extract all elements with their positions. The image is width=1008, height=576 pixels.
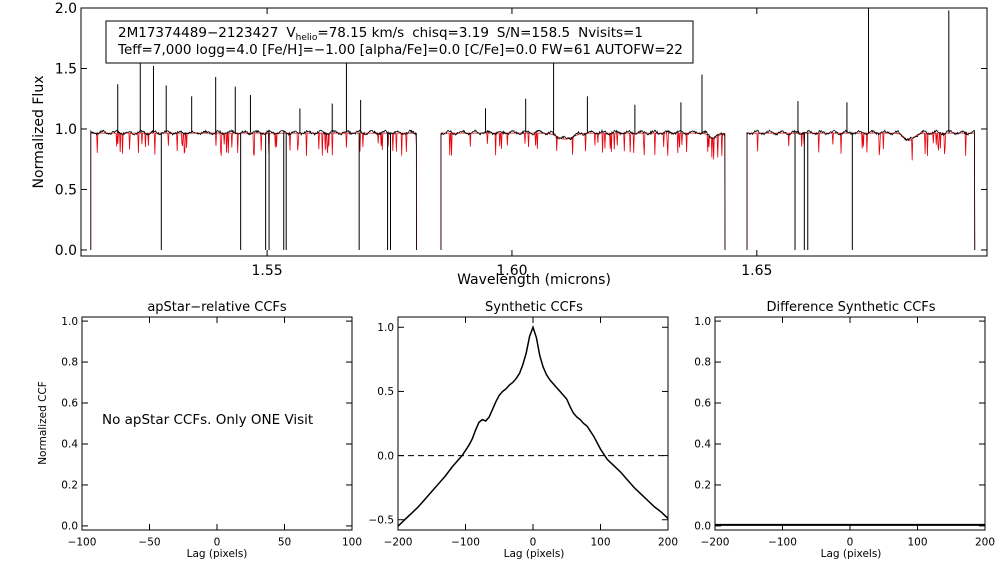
synthetic-ccf-x-tick-label-3: 100 <box>590 537 610 549</box>
synthetic-ccf-title: Synthetic CCFs <box>485 300 583 315</box>
apstar-ccf-x-tick-label-4: 100 <box>342 537 362 549</box>
difference-ccf-y-tick-label-4: 0.8 <box>694 357 711 369</box>
difference-ccf-plot-frame <box>714 316 986 531</box>
spectrum-x-axis-label: Wavelength (microns) <box>457 272 611 288</box>
apstar-ccf-x-tick-label-0: −100 <box>68 537 97 549</box>
difference-ccf-y-tick-label-2: 0.4 <box>694 439 711 451</box>
observed-spectrum-chip-2 <box>746 129 976 250</box>
apstar-ccf-title: apStar−relative CCFs <box>147 300 287 315</box>
difference-ccf-x-tick-label-3: 100 <box>907 537 927 549</box>
difference-ccf-x-tick-label-2: 0 <box>847 537 854 549</box>
synthetic-ccf-curve <box>397 325 669 527</box>
spectrum-x-tick-label-2: 1.65 <box>741 263 772 279</box>
spectrum-panel: 1.55 1.60 1.65 0.0 0.5 1.0 1.5 2.0 Wavelength (… <box>31 1 988 288</box>
synthetic-ccf-axes: −200 −100 0 100 200 −0.5 0.0 0.5 1.0 <box>369 317 678 549</box>
spectrum-x-tick-label-0: 1.55 <box>252 263 283 279</box>
apstar-ccf-y-tick-label-4: 0.8 <box>61 357 78 369</box>
apstar-ccf-y-tick-label-0: 0.0 <box>61 521 78 533</box>
difference-ccf-y-tick-label-0: 0.0 <box>694 521 711 533</box>
synthetic-ccf-panel: Synthetic CCFs −200 −100 0 100 200 −0.5 0.0 0.5… <box>369 300 679 560</box>
apstar-ccf-no-data-message: No apStar CCFs. Only ONE Visit <box>102 412 313 428</box>
synthetic-ccf-x-tick-label-1: −100 <box>451 537 480 549</box>
spectrum-y-tick-label-2: 1.0 <box>55 122 77 138</box>
synthetic-ccf-y-tick-label-1: 0.0 <box>377 450 394 462</box>
spectrum-plot-frame <box>80 7 988 257</box>
synthetic-ccf-y-tick-label-0: −0.5 <box>369 514 395 526</box>
apstar-ccf-x-tick-label-2: 0 <box>214 537 221 549</box>
synthetic-ccf-x-tick-label-0: −200 <box>384 537 413 549</box>
difference-ccf-y-tick-label-1: 0.2 <box>694 480 711 492</box>
spectrum-info-box-border <box>105 20 694 64</box>
apstar-ccf-axes: −100 −50 0 50 100 0.0 0.2 0.4 0.6 0.8 1.0 <box>61 316 362 549</box>
apstar-ccf-x-tick-label-1: −50 <box>138 537 160 549</box>
star-id: 2M17374489−2123427 <box>118 25 278 41</box>
v-helio-value: =78.15 km/s <box>317 25 404 41</box>
spectrum-y-tick-label-1: 0.5 <box>55 182 77 198</box>
observed-spectrum-chip-1 <box>440 129 726 250</box>
difference-ccf-x-tick-label-1: −100 <box>768 537 797 549</box>
difference-ccf-x-tick-label-4: 200 <box>975 537 995 549</box>
synthetic-spectrum-chip-1 <box>440 132 726 250</box>
spectrum-y-tick-label-0: 0.0 <box>55 243 77 259</box>
spectrum-info-line-2: Teff=7,000 logg=4.0 [Fe/H]=−1.00 [alpha/… <box>117 42 683 58</box>
difference-ccf-x-axis-label: Lag (pixels) <box>821 548 882 560</box>
synthetic-ccf-x-tick-label-4: 200 <box>658 537 678 549</box>
apstar-ccf-y-tick-label-5: 1.0 <box>61 316 78 328</box>
synthetic-ccf-data-layer <box>397 325 669 527</box>
apstar-ccf-x-tick-label-3: 50 <box>278 537 291 549</box>
apstar-ccf-y-tick-label-2: 0.4 <box>61 439 78 451</box>
difference-ccf-x-tick-label-0: −200 <box>701 537 730 549</box>
apstar-ccf-y-tick-label-3: 0.6 <box>61 398 78 410</box>
difference-ccf-y-tick-label-3: 0.6 <box>694 398 711 410</box>
snr-value: S/N=158.5 <box>497 25 570 41</box>
synthetic-ccf-x-axis-label: Lag (pixels) <box>504 548 565 560</box>
difference-ccf-axes: −200 −100 0 100 200 0.0 0.2 0.4 0.6 0.8 1.0 <box>694 316 995 549</box>
synthetic-ccf-y-tick-label-2: 0.5 <box>377 386 394 398</box>
spectrum-info-line-1: 2M17374489−2123427 Vhelio=78.15 km/s chisq… <box>118 25 643 43</box>
spectrum-y-tick-label-3: 1.5 <box>55 61 77 77</box>
nvisits-value: Nvisits=1 <box>578 25 643 41</box>
spectrum-x-tick-label-1: 1.60 <box>496 263 527 279</box>
apstar-ccf-panel: apStar−relative CCFs −100 −50 0 50 100 0.0 0.2… <box>37 300 362 560</box>
spectrum-info-box: 2M17374489−2123427 Vhelio=78.15 km/s chisq… <box>105 20 694 64</box>
apstar-ccf-y-tick-label-1: 0.2 <box>61 480 78 492</box>
difference-ccf-panel: Difference Synthetic CCFs −200 −100 0 100 20… <box>694 300 995 560</box>
spectrum-y-tick-label-4: 2.0 <box>55 1 77 17</box>
synthetic-ccf-plot-frame <box>397 316 669 531</box>
synthetic-ccf-x-tick-label-2: 0 <box>530 537 537 549</box>
spectrum-axes: 1.55 1.60 1.65 0.0 0.5 1.0 1.5 2.0 <box>55 1 987 279</box>
spectrum-y-axis-label: Normalized Flux <box>31 76 47 189</box>
spectrum-data-layer <box>90 8 976 250</box>
synthetic-ccf-y-tick-label-3: 1.0 <box>377 322 394 334</box>
synthetic-spectrum-chip-0 <box>90 132 417 250</box>
apstar-ccf-y-axis-label: Normalized CCF <box>37 381 49 465</box>
v-helio-subscript: helio <box>296 33 318 43</box>
synthetic-spectrum-chip-2 <box>746 132 976 250</box>
difference-ccf-y-tick-label-5: 1.0 <box>694 316 711 328</box>
observed-spectrum-chip-0 <box>90 129 417 250</box>
v-helio-label: V <box>286 25 296 41</box>
difference-ccf-title: Difference Synthetic CCFs <box>766 300 935 315</box>
apstar-ccf-x-axis-label: Lag (pixels) <box>187 548 248 560</box>
chisq-value: chisq=3.19 <box>412 25 489 41</box>
